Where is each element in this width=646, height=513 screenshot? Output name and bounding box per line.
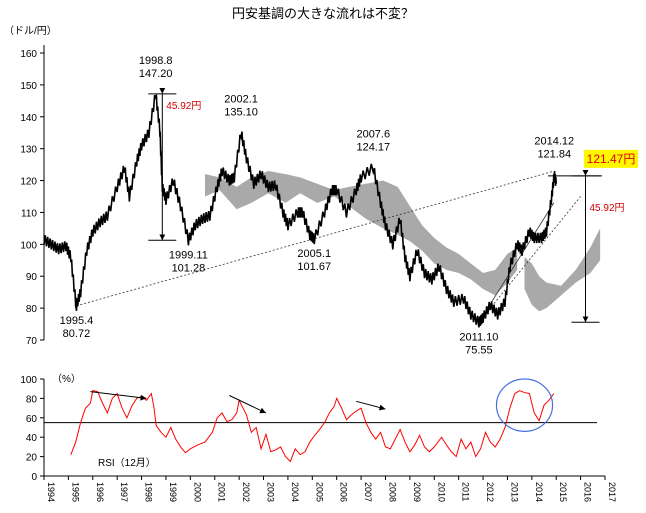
x-tick-label: 2010	[436, 482, 446, 502]
trough-value-label: 101.67	[297, 261, 331, 273]
rsi-line	[70, 390, 555, 463]
trough-date-label: 1995.4	[60, 315, 94, 327]
x-tick-label: 2003	[266, 482, 276, 502]
ichimoku-cloud-1	[524, 228, 601, 312]
x-tick-label: 1999	[168, 482, 178, 502]
peak-date-label: 2007.6	[356, 128, 390, 140]
trough-date-label: 2005.1	[297, 248, 331, 260]
x-tick-label: 2002	[241, 482, 251, 502]
bottom-y-tick-label: 40	[26, 433, 38, 444]
bottom-ylabel: （%）	[52, 373, 81, 385]
price-line	[43, 94, 558, 328]
top-y-tick-label: 130	[20, 145, 37, 156]
top-y-tick-label: 80	[26, 304, 38, 315]
bottom-y-tick-label: 80	[26, 394, 38, 405]
x-tick-label: 2006	[339, 482, 349, 502]
top-y-tick-label: 150	[20, 81, 37, 92]
x-tick-label: 2000	[192, 482, 202, 502]
top-y-tick-label: 160	[20, 49, 37, 60]
x-tick-label: 2007	[363, 482, 373, 502]
x-tick-label: 1996	[95, 482, 105, 502]
target-highlight	[584, 149, 638, 168]
peak-value-label: 135.10	[224, 106, 258, 118]
x-tick-label: 2011	[461, 482, 471, 501]
x-tick-label: 2017	[607, 482, 617, 502]
x-tick-label: 2015	[558, 482, 568, 502]
peak-date-label: 1998.8	[139, 55, 173, 67]
bottom-y-tick-label: 20	[26, 453, 38, 464]
x-tick-label: 1998	[144, 482, 154, 502]
x-tick-label: 1995	[70, 482, 80, 502]
top-ylabel: （ドル/円）	[4, 25, 57, 37]
bottom-y-tick-label: 100	[20, 375, 37, 386]
x-tick-label: 2014	[534, 482, 544, 502]
peak-date-label: 2014.12	[534, 136, 574, 148]
x-tick-label: 2008	[387, 482, 397, 502]
trough-value-label: 75.55	[465, 344, 493, 356]
x-tick-label: 2005	[314, 482, 324, 502]
trough-value-label: 80.72	[63, 328, 91, 340]
peak-date-label: 2002.1	[224, 93, 258, 105]
peak-value-label: 147.20	[139, 68, 173, 80]
top-y-tick-label: 100	[20, 240, 37, 251]
trend-arrow-1	[229, 395, 267, 414]
target-label: 121.47円	[587, 152, 636, 166]
rsi-highlight-ellipse	[495, 378, 554, 432]
peak-value-label: 124.17	[356, 141, 390, 153]
range-label: 45.92円	[589, 203, 624, 214]
bottom-y-tick-label: 60	[26, 414, 38, 425]
top-y-tick-label: 110	[21, 208, 37, 219]
trend-arrow-0	[90, 391, 147, 401]
x-tick-label: 2009	[412, 482, 422, 502]
chart-title: 円安基調の大きな流れは不変？	[232, 6, 414, 21]
trendline-1	[478, 196, 581, 323]
top-y-tick-label: 120	[20, 177, 37, 188]
ichimoku-cloud-0	[204, 170, 518, 296]
peak-value-label: 121.84	[537, 149, 571, 161]
bottom-y-tick-label: 0	[31, 472, 37, 483]
rsi-legend-label: RSI（12月）	[98, 457, 156, 469]
top-y-tick-label: 140	[20, 113, 37, 124]
x-tick-label: 2012	[485, 482, 495, 502]
x-tick-label: 1994	[46, 482, 56, 502]
top-y-tick-label: 90	[26, 272, 38, 283]
top-y-tick-label: 70	[26, 336, 38, 347]
trough-date-label: 2011.10	[459, 331, 498, 343]
x-tick-label: 2016	[583, 482, 593, 502]
trough-value-label: 101.28	[172, 262, 206, 274]
x-tick-label: 2004	[290, 482, 300, 502]
x-tick-label: 1997	[119, 482, 129, 502]
x-tick-label: 2013	[509, 482, 519, 502]
trend-arrow-2	[356, 400, 386, 411]
range-label: 45.92円	[166, 101, 201, 112]
trough-date-label: 1999.11	[169, 249, 208, 261]
x-tick-label: 2001	[217, 482, 227, 502]
